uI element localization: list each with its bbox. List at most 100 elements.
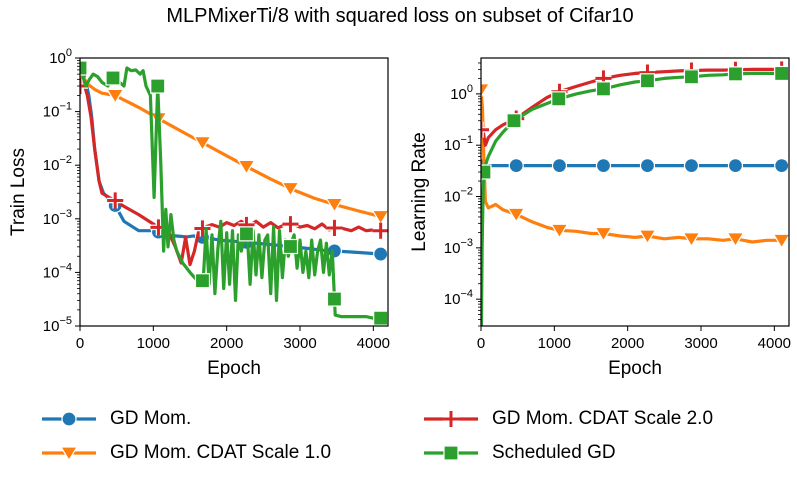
y-tick-label-5: 10−5 <box>43 315 72 335</box>
series-marker-cdat1-7 <box>772 233 789 249</box>
x-tick-label-4: 4000 <box>758 335 791 352</box>
x-axis-label: Epoch <box>608 358 662 379</box>
x-tick-label-0: 0 <box>76 335 84 352</box>
series-marker-sched-5 <box>683 69 700 85</box>
y-axis-label: Learning Rate <box>409 132 430 251</box>
legend: GD Mom. GD Mom. CDAT Scale 2.0 GD Mom. C… <box>38 396 797 476</box>
y-tick-label-0: 100 <box>450 83 473 103</box>
y-tick-label-1: 10−1 <box>43 101 72 121</box>
x-axis-label: Epoch <box>207 358 261 379</box>
series-marker-sched-0 <box>481 164 492 180</box>
legend-swatch-cdat1 <box>42 446 96 462</box>
y-tick-label-3: 10−3 <box>43 208 72 228</box>
series-marker-cdat2-0 <box>481 121 490 138</box>
legend-label-cdat2: GD Mom. CDAT Scale 2.0 <box>492 408 714 429</box>
series-marker-cdat2-1 <box>107 192 124 209</box>
legend-marker-gd_mom <box>61 411 77 427</box>
legend-label-sched: Scheduled GD <box>492 442 616 463</box>
series-marker-cdat1-0 <box>481 83 491 99</box>
legend-item-sched: Scheduled GD <box>420 438 616 468</box>
series-marker-sched-4 <box>238 226 255 242</box>
series-marker-sched-3 <box>595 81 612 97</box>
legend-item-cdat1: GD Mom. CDAT Scale 1.0 <box>38 438 331 468</box>
x-tick-label-3: 3000 <box>283 335 316 352</box>
legend-marker-cdat1 <box>59 446 79 462</box>
series-marker-gd_mom-3 <box>595 158 612 174</box>
series-marker-cdat1-5 <box>281 181 300 197</box>
legend-swatch-gd-mom <box>42 411 96 427</box>
series-marker-cdat1-7 <box>371 209 388 225</box>
plot-frame <box>480 57 790 327</box>
y-tick-label-0: 100 <box>49 47 72 67</box>
legend-label-gd-mom: GD Mom. <box>110 408 192 429</box>
y-tick-label-4: 10−4 <box>444 288 473 308</box>
y-tick-label-2: 10−2 <box>43 154 72 174</box>
legend-marker-sched <box>443 445 459 461</box>
series-marker-gd_mom-7 <box>774 158 789 174</box>
series-marker-cdat2-3 <box>194 220 211 237</box>
series-marker-sched-1 <box>506 113 522 129</box>
legend-label-cdat1: GD Mom. CDAT Scale 1.0 <box>110 442 332 463</box>
series-marker-gd_mom-4 <box>639 158 656 174</box>
series-marker-cdat1-3 <box>193 136 212 152</box>
series-marker-cdat1-6 <box>325 197 344 213</box>
series-marker-sched-7 <box>373 310 388 326</box>
series-marker-gd_mom-6 <box>727 158 744 174</box>
series-marker-cdat1-6 <box>726 232 745 248</box>
series-marker-cdat2-5 <box>282 216 299 233</box>
x-tick-label-2: 2000 <box>611 335 644 352</box>
series-marker-cdat1-1 <box>507 207 526 223</box>
legend-swatch-sched <box>424 445 478 461</box>
series-marker-gd_mom-6 <box>326 243 343 259</box>
series-marker-sched-4 <box>639 73 656 89</box>
y-tick-label-2: 10−2 <box>444 186 473 206</box>
series-marker-cdat1-2 <box>550 223 569 239</box>
series-marker-gd_mom-2 <box>551 158 568 174</box>
series-marker-cdat1-4 <box>638 229 657 245</box>
legend-marker-cdat2 <box>442 410 460 428</box>
series-marker-cdat1-5 <box>682 232 701 248</box>
legend-item-cdat2: GD Mom. CDAT Scale 2.0 <box>420 404 713 434</box>
chart-title: MLPMixerTi/8 with squared loss on subset… <box>166 5 633 27</box>
series-marker-sched-2 <box>150 78 166 94</box>
series-marker-cdat1-4 <box>237 159 256 175</box>
legend-item-gd-mom: GD Mom. <box>38 404 191 434</box>
series-marker-sched-0 <box>80 60 88 76</box>
x-tick-label-0: 0 <box>477 335 485 352</box>
series-marker-cdat2-7 <box>372 222 388 239</box>
series-line-sched <box>481 71 784 326</box>
figure: MLPMixerTi/8 with squared loss on subset… <box>8 5 791 379</box>
series-marker-gd_mom-5 <box>683 158 700 174</box>
series-marker-cdat1-3 <box>594 226 613 242</box>
series-line-cdat1 <box>80 72 383 219</box>
series-marker-gd_mom-7 <box>373 246 388 262</box>
y-tick-label-1: 10−1 <box>444 134 473 154</box>
series-marker-sched-7 <box>774 65 789 82</box>
x-tick-label-3: 3000 <box>684 335 717 352</box>
legend-swatch-cdat2 <box>424 410 478 428</box>
series-line-cdat1 <box>481 88 784 244</box>
series-line-sched <box>80 66 383 320</box>
series-marker-gd_mom-1 <box>508 158 524 174</box>
series-marker-sched-3 <box>194 273 211 289</box>
series-marker-cdat2-6 <box>326 219 343 236</box>
plot-lines <box>481 61 789 326</box>
y-tick-label-4: 10−4 <box>43 261 72 281</box>
x-tick-label-4: 4000 <box>357 335 390 352</box>
x-tick-label-1: 1000 <box>137 335 170 352</box>
series-line-cdat2 <box>80 80 383 267</box>
series-marker-sched-6 <box>727 66 744 82</box>
series-marker-sched-2 <box>551 91 567 107</box>
series-marker-sched-6 <box>326 291 343 307</box>
learning-rate-panel: 0 1000 2000 3000 4000 Epoch 100 10−1 10−2 10−3 10−… <box>409 57 791 379</box>
x-tick-label-1: 1000 <box>538 335 571 352</box>
x-tick-label-2: 2000 <box>210 335 243 352</box>
series-marker-sched-1 <box>105 70 121 86</box>
series-marker-sched-5 <box>282 238 299 255</box>
plot-frame <box>79 57 389 327</box>
y-tick-label-3: 10−3 <box>444 237 473 257</box>
train-loss-panel: 0 1000 2000 3000 4000 Epoch 100 10−1 10−2 10−3 10−… <box>8 47 390 379</box>
series-marker-cdat1-1 <box>106 88 125 104</box>
y-axis-label: Train Loss <box>8 148 29 236</box>
plot-lines <box>80 60 388 326</box>
